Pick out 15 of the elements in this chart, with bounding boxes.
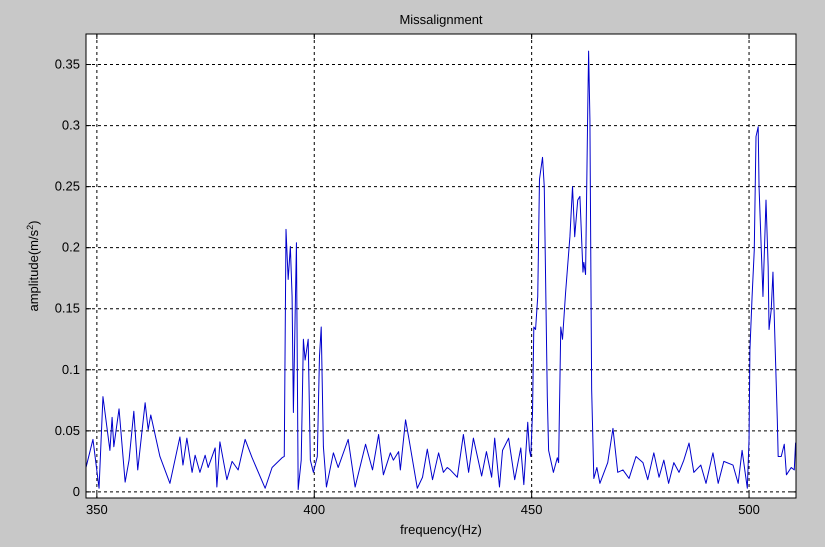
x-tick-label: 450 [520,502,543,517]
y-tick-label: 0.25 [54,178,80,194]
y-tick-label: 0 [72,484,80,499]
y-tick-label: 0.15 [54,300,80,316]
chart-title: Missalignment [399,12,483,27]
x-tick-label: 500 [738,502,760,517]
line-series [86,50,796,490]
x-tick-label: 400 [303,502,326,517]
x-axis-title: frequency(Hz) [400,522,482,537]
y-tick-label: 0.35 [54,56,80,72]
y-tick-label: 0.3 [62,118,80,133]
y-tick-label: 0.1 [62,362,80,377]
y-tick-label: 0.2 [62,240,80,255]
y-tick-label: 0.05 [54,422,80,438]
x-tick-label: 350 [86,502,108,517]
